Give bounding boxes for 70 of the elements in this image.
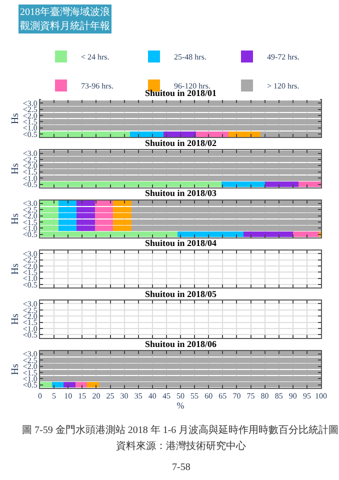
x-tick-label: 80 [260,392,269,401]
y-tick-label: <0.5 [22,330,38,340]
legend-label: 49-72 hrs. [267,52,300,62]
y-tick-label: <3.0 [22,249,38,258]
bar [52,382,64,388]
x-tick-label: 85 [274,392,283,401]
x-tick-label: 60 [204,392,213,401]
y-axis-title: Hs [10,364,21,375]
chart-title: Shuitou in 2018/03 [145,188,218,198]
y-tick-label: <1.5 [22,118,38,126]
bar [196,131,228,137]
chart-title: Shuitou in 2018/04 [145,238,218,248]
x-tick-label: 20 [92,392,100,401]
text: 7-58 [172,462,190,473]
chart-title: Shuitou in 2018/06 [145,339,218,349]
bar [244,232,293,238]
y-tick-label: <0.5 [22,380,38,390]
x-tick-label: 5 [52,392,56,401]
bar [221,182,265,187]
text: 2018年臺灣海域波浪 [20,6,110,18]
y-tick-label: <1.0 [22,374,38,384]
x-tick-label: 65 [218,392,227,401]
bar [178,232,244,238]
x-tick-label: 45 [162,392,170,401]
x-tick-label: 30 [120,392,128,401]
y-axis-title: Hs [10,314,21,325]
y-axis-title: Hs [10,112,21,124]
chart-title: Shuitou in 2018/01 [145,88,218,98]
x-tick-label: 90 [288,392,297,401]
chart-title: Shuitou in 2018/05 [145,289,218,299]
x-tick-label: 15 [78,392,86,401]
x-axis-title: % [176,400,185,411]
legend-label: 96-120 hrs. [174,82,210,91]
legend-label: > 120 hrs. [267,82,300,91]
bar [130,131,164,137]
y-axis-title: Hs [10,163,21,174]
bar [264,182,299,187]
y-axis-title: Hs [10,213,21,224]
caption: 圖 7-59 金門水頭港測站 2018 年 1-6 月波高與延時作用時數百分比統計圖 [22,424,339,436]
bar [292,232,320,238]
y-tick-label: <3.0 [22,98,38,108]
x-tick-label: 55 [190,392,199,401]
x-tick-label: 70 [232,392,241,401]
source-note: 資料來源：港灣技術研究中心 [116,440,246,452]
legend-label: 25-48 hrs. [174,52,206,62]
y-tick-label: <0.5 [22,180,38,190]
bar [40,131,130,137]
y-tick-label: <0.5 [22,230,38,240]
x-tick-label: 35 [134,392,142,401]
chart-title: Shuitou in 2018/02 [145,138,218,148]
bar [64,382,76,388]
bar [164,131,196,137]
bar [298,182,321,187]
text: 觀測資料月統計年報 [20,20,110,32]
x-tick-label: 0 [38,392,42,401]
x-tick-label: 95 [302,392,311,401]
bar [40,382,52,388]
bar [40,182,222,187]
bar [75,382,88,388]
x-tick-label: 75 [246,392,255,401]
legend-label: 73-96 hrs. [81,82,114,91]
x-tick-label: 25 [106,392,114,401]
x-tick-label: 40 [148,392,156,401]
bar [87,382,100,388]
bar [228,131,261,137]
x-tick-label: 10 [64,392,72,401]
x-tick-label: 100 [315,392,327,401]
legend-label: < 24 hrs. [81,52,110,62]
y-axis-title: Hs [10,263,21,275]
x-tick-label: 50 [176,392,184,401]
